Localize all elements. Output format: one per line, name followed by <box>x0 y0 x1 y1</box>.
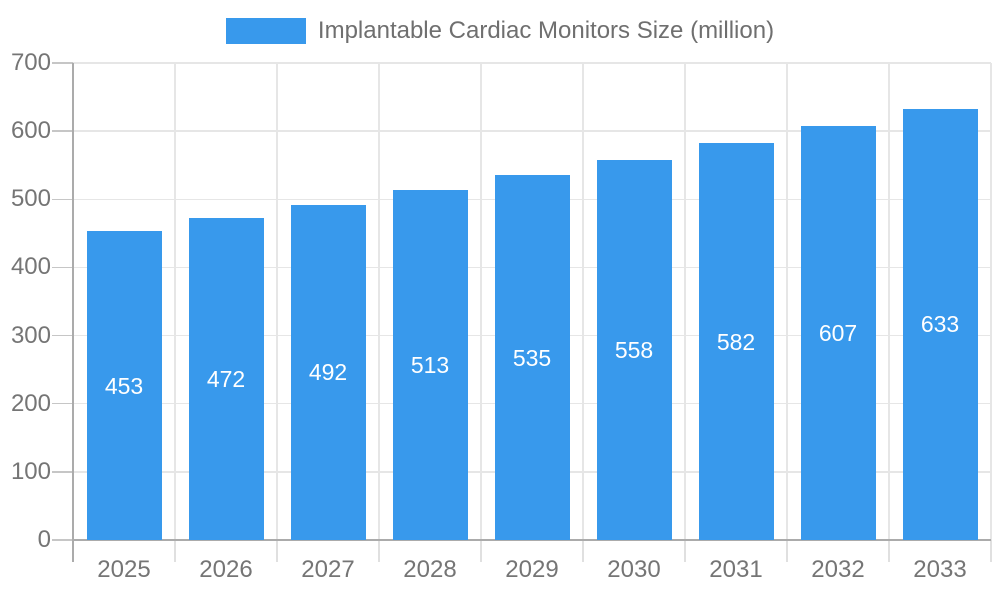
x-axis-line <box>73 539 991 541</box>
y-gridline <box>73 130 991 132</box>
x-axis-tick <box>174 540 176 562</box>
bar[interactable] <box>86 231 162 540</box>
y-axis-tick <box>52 198 73 201</box>
x-axis-tick <box>276 540 278 562</box>
bar[interactable] <box>494 175 570 540</box>
x-axis-tick <box>888 540 890 562</box>
y-axis-label: 400 <box>10 253 51 281</box>
y-axis-label: 0 <box>37 526 51 553</box>
bar-value-label: 472 <box>206 366 246 393</box>
x-axis-label: 2032 <box>811 556 865 583</box>
x-gridline <box>174 63 176 540</box>
x-axis-label: 2029 <box>505 556 559 583</box>
y-axis-tick <box>52 471 73 473</box>
x-gridline <box>990 63 992 540</box>
bar-value-label: 492 <box>308 359 348 386</box>
bar-value-label: 633 <box>920 311 960 338</box>
bar-value-label: 513 <box>410 352 450 379</box>
y-gridline <box>73 62 991 64</box>
y-axis-line <box>72 63 74 562</box>
chart-legend: Implantable Cardiac Monitors Size (milli… <box>0 18 1000 44</box>
y-axis-label: 100 <box>10 457 51 485</box>
y-axis-tick <box>52 130 73 132</box>
x-axis-tick <box>582 540 584 562</box>
y-axis-tick <box>52 539 73 541</box>
x-axis-tick <box>786 540 788 562</box>
x-axis-label: 2033 <box>913 556 967 583</box>
y-axis-label: 500 <box>10 185 51 213</box>
x-gridline <box>480 63 482 540</box>
x-gridline <box>276 63 278 540</box>
bar[interactable] <box>392 190 468 540</box>
bar[interactable] <box>188 218 264 540</box>
y-axis-label: 700 <box>10 49 51 76</box>
bar[interactable] <box>698 143 774 540</box>
x-gridline <box>582 63 584 540</box>
bar-value-label: 582 <box>716 328 756 355</box>
x-axis-label: 2031 <box>709 556 763 583</box>
x-gridline <box>378 63 380 540</box>
x-axis-tick <box>990 540 992 562</box>
x-axis-tick <box>684 540 686 562</box>
y-axis-tick <box>52 402 73 405</box>
x-gridline <box>786 63 788 540</box>
x-axis-label: 2027 <box>301 556 355 583</box>
y-axis-label: 600 <box>10 117 51 145</box>
x-axis-label: 2028 <box>403 556 457 583</box>
x-axis-label: 2030 <box>607 556 661 583</box>
y-axis-label: 200 <box>10 389 51 417</box>
bar[interactable] <box>800 126 876 540</box>
y-axis-tick <box>52 266 73 269</box>
x-axis-label: 2026 <box>199 556 253 583</box>
y-axis-label: 300 <box>10 321 51 349</box>
y-axis-tick <box>52 334 73 337</box>
bar-value-label: 535 <box>512 344 552 371</box>
legend-swatch <box>225 18 306 44</box>
x-axis-label: 2025 <box>97 556 151 583</box>
bar-value-label: 558 <box>614 336 654 363</box>
bar-value-label: 607 <box>818 320 858 347</box>
bar[interactable] <box>290 204 366 540</box>
x-gridline <box>684 63 686 540</box>
bar[interactable] <box>596 159 672 540</box>
bar-value-label: 453 <box>104 372 144 399</box>
y-axis-tick <box>52 62 73 64</box>
x-axis-tick <box>378 540 380 562</box>
legend-label: Implantable Cardiac Monitors Size (milli… <box>317 17 775 44</box>
x-axis-tick <box>480 540 482 562</box>
x-gridline <box>888 63 890 540</box>
bar[interactable] <box>902 108 978 540</box>
legend-item[interactable]: Implantable Cardiac Monitors Size (milli… <box>225 17 775 44</box>
